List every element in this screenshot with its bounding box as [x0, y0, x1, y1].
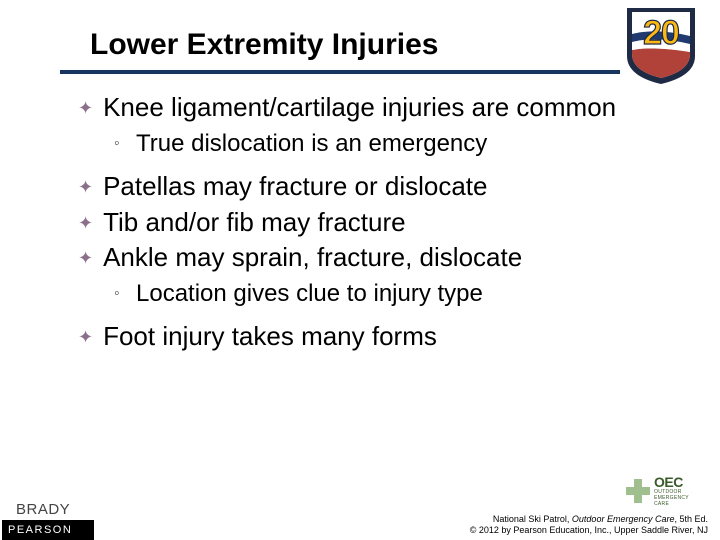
bullet-text: Tib and/or fib may fracture [103, 207, 406, 239]
oec-sub: CARE [654, 502, 689, 507]
arrow-icon: ✦ [78, 242, 93, 267]
bullet-item: ✦ Tib and/or fib may fracture [78, 207, 680, 239]
arrow-icon: ✦ [78, 171, 93, 196]
citation-part: © 2012 by Pearson Education, Inc., Upper… [470, 525, 708, 536]
ring-icon: ◦ [114, 278, 126, 305]
oec-logo: OEC OUTDOOR EMERGENCY CARE [626, 472, 696, 510]
ring-icon: ◦ [114, 128, 126, 155]
sub-bullet-item: ◦ True dislocation is an emergency [78, 128, 680, 159]
sub-bullet-item: ◦ Location gives clue to injury type [78, 278, 680, 309]
slide: 20 Lower Extremity Injuries ✦ Knee ligam… [0, 0, 720, 540]
slide-title: Lower Extremity Injuries [90, 28, 610, 70]
arrow-icon: ✦ [78, 321, 93, 346]
arrow-icon: ✦ [78, 92, 93, 117]
title-row: Lower Extremity Injuries [0, 28, 720, 74]
arrow-icon: ✦ [78, 207, 93, 232]
content: ✦ Knee ligament/cartilage injuries are c… [0, 74, 720, 353]
sub-bullet-text: Location gives clue to injury type [136, 278, 483, 309]
bullet-item: ✦ Foot injury takes many forms [78, 321, 680, 353]
footer-publisher: PEARSON [2, 520, 94, 540]
bullet-text: Patellas may fracture or dislocate [103, 171, 487, 203]
footer-brand: BRADY [16, 501, 70, 518]
citation-part: , 5th Ed. [674, 514, 708, 524]
bullet-item: ✦ Knee ligament/cartilage injuries are c… [78, 92, 680, 124]
bullet-item: ✦ Ankle may sprain, fracture, dislocate [78, 242, 680, 274]
oec-label: OEC [654, 475, 689, 489]
bullet-text: Ankle may sprain, fracture, dislocate [103, 242, 522, 274]
bullet-item: ✦ Patellas may fracture or dislocate [78, 171, 680, 203]
cross-icon [626, 479, 650, 503]
chapter-number: 20 [622, 14, 700, 53]
footer-citation: National Ski Patrol, Outdoor Emergency C… [470, 514, 708, 537]
citation-part: Outdoor Emergency Care [572, 514, 675, 524]
chapter-badge: 20 [622, 6, 700, 86]
sub-bullet-text: True dislocation is an emergency [136, 128, 487, 159]
bullet-text: Knee ligament/cartilage injuries are com… [103, 92, 616, 124]
citation-part: National Ski Patrol, [493, 514, 572, 524]
bullet-text: Foot injury takes many forms [103, 321, 437, 353]
